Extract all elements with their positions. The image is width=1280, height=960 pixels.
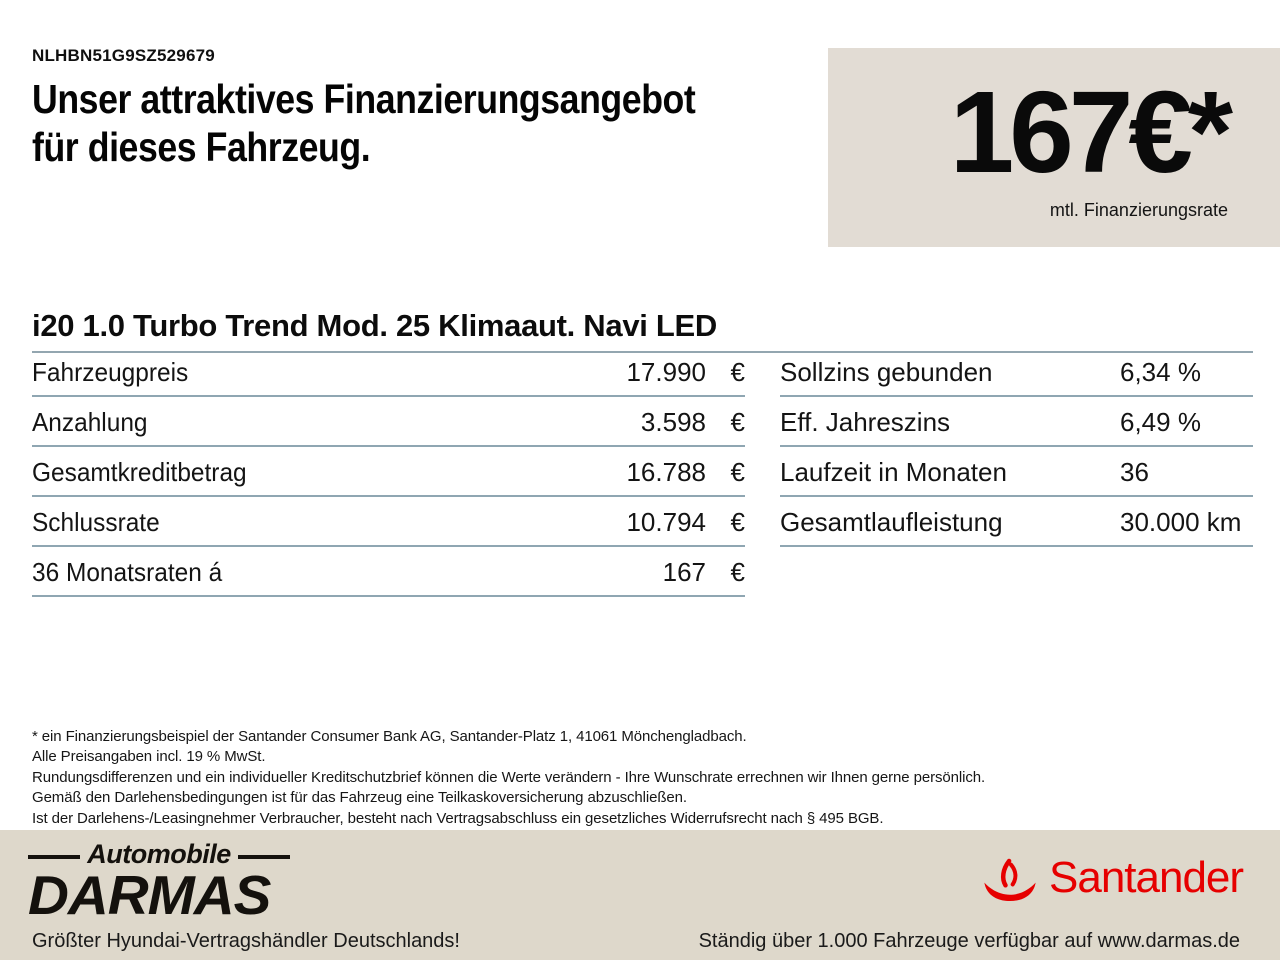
fine-print-line: * ein Finanzierungsbeispiel der Santande… [32,728,747,745]
row-label: Fahrzeugpreis [32,357,189,387]
row-unit: € [730,357,745,387]
vehicle-title: i20 1.0 Turbo Trend Mod. 25 Klimaaut. Na… [32,308,1253,353]
row-label: Laufzeit in Monaten [780,457,1007,487]
fine-print: * ein Finanzierungsbeispiel der Santande… [32,727,985,829]
page-title: Unser attraktives Finanzierungsangebot f… [32,76,696,172]
fine-print-line: Gemäß den Darlehensbedingungen ist für d… [32,789,687,807]
row-label: Anzahlung [32,407,148,437]
darmas-logo-top: Automobile [28,839,290,870]
row-value: 17.990 [626,357,706,387]
fine-print-line: Alle Preisangaben incl. 19 % MwSt. [32,748,266,766]
row-unit: € [730,407,745,437]
table-row: Gesamtlaufleistung 30.000 km [780,497,1253,547]
monthly-rate-caption: mtl. Finanzierungsrate [1049,199,1228,220]
headline-line2: für dieses Fahrzeug. [32,123,371,170]
darmas-logo-wordmark: DARMAS [28,864,271,926]
table-row: Laufzeit in Monaten 36 [780,447,1253,497]
row-unit: € [730,457,745,487]
vehicle-vin: NLHBN51G9SZ529679 [32,46,215,65]
finance-table-left: Fahrzeugpreis 17.990 € Anzahlung 3.598 €… [32,347,745,597]
row-unit: € [730,507,745,537]
row-label: Eff. Jahreszins [780,407,951,437]
row-label: Gesamtlaufleistung [780,507,1003,537]
footer-bar: Automobile DARMAS Größter Hyundai-Vertra… [0,830,1280,960]
row-value: 6,49 % [1120,407,1201,437]
logo-rule-left [28,855,81,859]
santander-wordmark: Santander [1049,853,1244,902]
row-label: Gesamtkreditbetrag [32,457,247,487]
monthly-rate-value: 167€* [949,67,1233,197]
row-value: 167 [662,557,706,587]
headline-line1: Unser attraktives Finanzierungsangebot [32,76,696,122]
santander-logo: Santander [983,853,1244,905]
row-value: 3.598 [640,407,706,437]
table-row: Fahrzeugpreis 17.990 € [32,347,745,397]
darmas-logo: Automobile DARMAS [28,839,290,923]
dealer-claim: Größter Hyundai-Vertragshändler Deutschl… [32,930,460,952]
table-row: Eff. Jahreszins 6,49 % [780,397,1253,447]
table-row: Schlussrate 10.794 € [32,497,745,547]
row-label: Sollzins gebunden [780,357,993,387]
table-row: 36 Monatsraten á 167 € [32,547,745,597]
fine-print-line: Ist der Darlehens-/Leasingnehmer Verbrau… [32,809,884,827]
finance-table-right: Sollzins gebunden 6,34 % Eff. Jahreszins… [780,347,1253,547]
fine-print-line: Rundungsdifferenzen und ein individuelle… [32,768,986,786]
santander-flame-icon [984,858,1036,902]
row-value: 36 [1120,457,1149,487]
darmas-logo-automobile: Automobile [87,839,231,869]
table-row: Sollzins gebunden 6,34 % [780,347,1253,397]
logo-rule-right [237,855,290,859]
row-label: Schlussrate [32,507,160,537]
row-value: 30.000 km [1120,507,1242,537]
availability-text: Ständig über 1.000 Fahrzeuge verfügbar a… [698,930,1240,952]
row-value: 6,34 % [1120,357,1201,387]
table-row: Gesamtkreditbetrag 16.788 € [32,447,745,497]
monthly-rate-box: 167€* mtl. Finanzierungsrate [828,48,1280,247]
table-row: Anzahlung 3.598 € [32,397,745,447]
row-value: 16.788 [626,457,706,487]
row-value: 10.794 [626,507,706,537]
row-label: 36 Monatsraten á [32,557,223,587]
row-unit: € [730,557,745,587]
